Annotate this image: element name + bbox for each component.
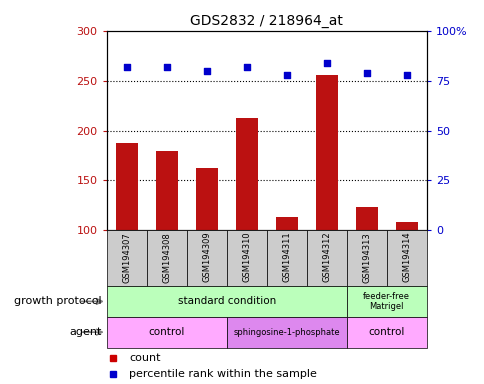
Text: GSM194309: GSM194309 <box>202 232 211 283</box>
Bar <box>395 222 417 230</box>
Point <box>122 64 130 70</box>
Bar <box>116 142 137 230</box>
Bar <box>346 317 426 348</box>
Bar <box>226 230 266 286</box>
Bar <box>106 230 146 286</box>
Bar <box>146 230 186 286</box>
Text: GSM194313: GSM194313 <box>362 232 371 283</box>
Bar <box>266 230 306 286</box>
Text: GSM194307: GSM194307 <box>122 232 131 283</box>
Point <box>202 68 210 74</box>
Text: GSM194308: GSM194308 <box>162 232 171 283</box>
Bar <box>196 167 217 230</box>
Bar <box>306 230 346 286</box>
Title: GDS2832 / 218964_at: GDS2832 / 218964_at <box>190 14 343 28</box>
Text: GSM194310: GSM194310 <box>242 232 251 283</box>
Text: agent: agent <box>69 327 102 337</box>
Bar <box>106 317 226 348</box>
Text: growth protocol: growth protocol <box>14 296 102 306</box>
Text: feeder-free
Matrigel: feeder-free Matrigel <box>363 292 409 311</box>
Bar <box>386 230 426 286</box>
Bar <box>346 230 386 286</box>
Point <box>322 60 330 66</box>
Text: standard condition: standard condition <box>177 296 275 306</box>
Point <box>362 70 370 76</box>
Text: control: control <box>368 327 404 337</box>
Point <box>242 64 250 70</box>
Bar <box>275 217 297 230</box>
Text: count: count <box>129 353 160 363</box>
Bar <box>226 317 346 348</box>
Bar <box>355 207 377 230</box>
Bar <box>235 118 257 230</box>
Text: percentile rank within the sample: percentile rank within the sample <box>129 369 317 379</box>
Point <box>282 71 290 78</box>
Point <box>163 64 170 70</box>
Text: control: control <box>148 327 184 337</box>
Point <box>402 71 410 78</box>
Bar <box>186 230 226 286</box>
Text: sphingosine-1-phosphate: sphingosine-1-phosphate <box>233 328 339 337</box>
Bar <box>106 286 346 317</box>
Bar <box>155 151 177 230</box>
Text: GSM194311: GSM194311 <box>282 232 291 283</box>
Text: GSM194312: GSM194312 <box>321 232 331 283</box>
Bar <box>346 286 426 317</box>
Text: GSM194314: GSM194314 <box>401 232 410 283</box>
Bar <box>315 74 337 230</box>
